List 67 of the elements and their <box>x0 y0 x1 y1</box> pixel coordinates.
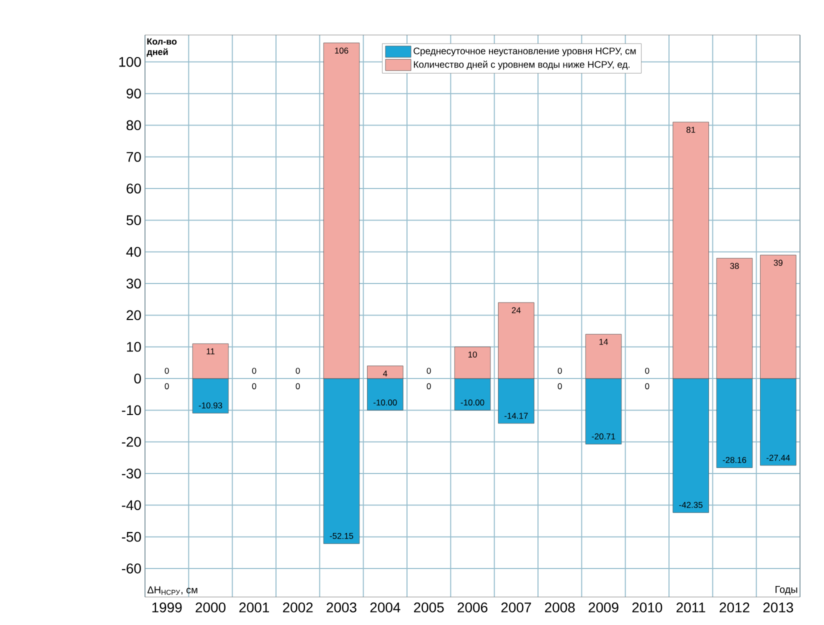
y-tick-label: -50 <box>122 532 141 542</box>
data-label: -10.00 <box>374 400 397 406</box>
data-label: -52.15 <box>330 532 354 539</box>
data-label: 24 <box>512 307 521 314</box>
data-label: -14.17 <box>504 412 528 419</box>
data-label: 11 <box>206 348 214 354</box>
y-axis-title: Кол-во дней <box>146 38 177 57</box>
x-tick-label: 2006 <box>458 602 488 612</box>
x-tick-label: 2003 <box>326 602 356 612</box>
data-label: 0 <box>426 368 431 374</box>
annotation: ΔH$_{НСРУ}$, см <box>147 586 198 595</box>
data-label: 0 <box>164 383 169 390</box>
y-tick-label: 80 <box>126 120 141 130</box>
x-tick-label: 2012 <box>720 602 750 612</box>
y-tick-label: 60 <box>126 184 141 194</box>
y-tick-label: -20 <box>122 436 141 447</box>
y-tick-label: 50 <box>126 215 141 226</box>
x-tick-label: 2004 <box>370 602 400 612</box>
x-tick-label: 2008 <box>545 602 575 612</box>
x-tick-label: 2009 <box>588 602 618 612</box>
x-tick-label: 2005 <box>414 602 444 612</box>
data-label: 0 <box>645 383 650 390</box>
data-label: 38 <box>730 262 739 269</box>
x-tick-label: 1999 <box>152 602 182 612</box>
data-label: 0 <box>296 368 300 374</box>
y-tick-label: -40 <box>122 500 141 510</box>
y-tick-label: 30 <box>126 278 141 288</box>
y-tick-label: 90 <box>126 88 141 99</box>
data-label: 0 <box>558 368 562 374</box>
y-tick-label: 20 <box>126 310 141 320</box>
data-label: 39 <box>774 260 782 266</box>
data-label: 0 <box>252 368 256 374</box>
data-label: -27.44 <box>766 454 790 461</box>
legend-label: Количество дней с уровнем воды ниже НСРУ, ед. <box>414 60 630 70</box>
y-tick-label: 100 <box>119 56 141 67</box>
data-label: 0 <box>558 383 562 390</box>
y-tick-label: 0 <box>134 374 141 384</box>
data-label: 14 <box>599 338 608 345</box>
data-label: -42.35 <box>679 502 702 508</box>
data-label: 0 <box>426 383 431 390</box>
data-label: -28.16 <box>722 457 746 463</box>
y-tick-label: 40 <box>126 246 141 257</box>
data-label: -10.00 <box>460 400 484 406</box>
data-label: 81 <box>686 126 696 133</box>
legend-label: Среднесуточное неустановление уровня НСРУ, см <box>414 48 636 56</box>
data-label: 0 <box>645 368 650 374</box>
y-tick-label: 10 <box>127 342 141 352</box>
data-label: 0 <box>252 383 256 390</box>
x-tick-label: 2011 <box>676 602 706 612</box>
data-label: 10 <box>468 352 477 358</box>
y-tick-label: -10 <box>122 405 141 416</box>
x-tick-label: 2002 <box>283 602 313 612</box>
x-axis-title: Годы <box>776 586 798 595</box>
data-label: -20.71 <box>592 433 616 440</box>
x-tick-label: 2001 <box>239 602 269 612</box>
data-label: -10.93 <box>198 402 222 408</box>
data-label: 4 <box>383 370 388 376</box>
x-tick-label: 2007 <box>501 602 531 612</box>
data-label: 106 <box>335 48 348 54</box>
x-tick-label: 2000 <box>196 602 226 612</box>
y-tick-label: -30 <box>122 468 141 478</box>
x-tick-label: 2013 <box>763 602 794 612</box>
data-label: 0 <box>296 383 300 390</box>
y-tick-label: -60 <box>122 564 141 574</box>
x-tick-label: 2010 <box>632 602 662 612</box>
data-label: 0 <box>164 368 169 374</box>
y-tick-label: 70 <box>126 152 141 162</box>
